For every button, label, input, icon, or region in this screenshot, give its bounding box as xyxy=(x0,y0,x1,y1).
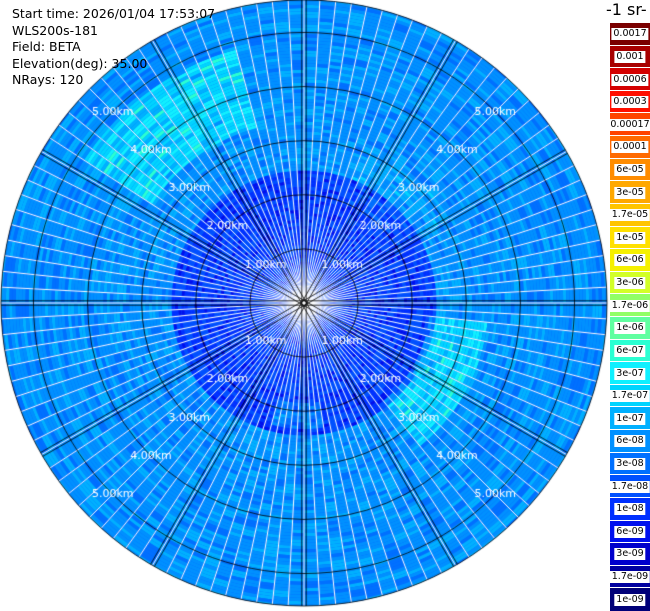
scan-info: Start time: 2026/01/04 17:53:07 WLS200s-… xyxy=(12,6,215,89)
colorbar-segment: 3e-07 xyxy=(610,361,650,385)
colorbar-segment: 6e-05 xyxy=(610,157,650,182)
colorbar-tick-label: 6e-07 xyxy=(614,344,646,357)
colorbar-segment: 1e-08 xyxy=(610,496,650,521)
colorbar-segment: 1e-09 xyxy=(610,587,650,611)
colorbar-tick-label: 1e-09 xyxy=(614,593,646,606)
colorbar-tick-label: 1.7e-05 xyxy=(609,209,650,222)
colorbar-tick-label: 1.7e-06 xyxy=(609,299,650,312)
colorbar-segment: 1e-05 xyxy=(610,225,650,250)
colorbar-tick-label: 0.0001 xyxy=(611,141,649,154)
colorbar-segment: 3e-08 xyxy=(610,451,650,476)
colorbar-segment: 6e-09 xyxy=(610,519,650,544)
ppi-plot xyxy=(0,0,610,610)
colorbar-segment: 0.0006 xyxy=(610,67,650,91)
colorbar-segment: 1.7e-06 xyxy=(609,293,650,317)
colorbar-tick-label: 1.7e-08 xyxy=(609,480,650,493)
colorbar-segment: 1.7e-08 xyxy=(609,474,650,498)
field-name: Field: BETA xyxy=(12,39,81,54)
elevation: Elevation(deg): 35.00 xyxy=(12,55,148,71)
colorbar-tick-label: 6e-08 xyxy=(614,435,646,448)
colorbar-tick-label: 3e-07 xyxy=(614,367,646,380)
colorbar-segment: 0.0003 xyxy=(610,89,650,114)
colorbar-segment: 0.0001 xyxy=(610,135,650,159)
colorbar-tick-label: 3e-09 xyxy=(614,548,646,561)
colorbar-segment: 0.00017 xyxy=(608,112,650,137)
colorbar-segment: 0.0017 xyxy=(610,22,650,46)
colorbar-tick-label: 0.0017 xyxy=(611,28,649,41)
colorbar-tick-label: 6e-06 xyxy=(614,254,646,267)
colorbar-segment: 6e-06 xyxy=(610,248,650,272)
colorbar-tick-label: 3e-08 xyxy=(614,457,646,470)
colorbar-segment: 3e-09 xyxy=(610,542,650,566)
colorbar-tick-label: 1e-05 xyxy=(614,231,646,244)
instrument-name: WLS200s-181 xyxy=(12,22,98,38)
colorbar-segment: 1.7e-07 xyxy=(609,383,650,408)
colorbar-segment: 1e-07 xyxy=(610,406,650,431)
colorbar-tick-label: 0.001 xyxy=(614,50,646,63)
colorbar-tick-label: 3e-06 xyxy=(614,277,646,290)
start-time: Start time: 2026/01/04 17:53:07 xyxy=(12,6,216,21)
colorbar-tick-label: 3e-05 xyxy=(614,186,646,199)
colorbar-tick-label: 0.0006 xyxy=(611,73,649,86)
nrays: NRays: 120 xyxy=(12,72,84,87)
colorbar-tick-label: 1e-08 xyxy=(614,503,646,516)
colorbar-tick-label: 0.00017 xyxy=(608,118,650,131)
colorbar-segment: 3e-06 xyxy=(610,270,650,295)
colorbar-tick-label: 6e-09 xyxy=(614,525,646,538)
colorbar-tick-label: 0.0003 xyxy=(611,96,649,109)
colorbar-segment: 1.7e-05 xyxy=(609,202,650,227)
colorbar-tick-label: 1.7e-07 xyxy=(609,390,650,403)
colorbar-segment: 6e-07 xyxy=(610,338,650,363)
colorbar-segment: 6e-08 xyxy=(610,429,650,453)
colorbar-tick-label: 1.7e-09 xyxy=(609,571,650,584)
colorbar-segment: 3e-05 xyxy=(610,180,650,204)
colorbar: 0.0017 0.001 0.0006 0.0003 0.00017 0.0001 6e-0… xyxy=(608,22,650,611)
colorbar-tick-label: 1e-07 xyxy=(614,412,646,425)
colorbar-tick-label: 6e-05 xyxy=(614,163,646,176)
colorbar-tick-label: 1e-06 xyxy=(614,322,646,335)
colorbar-segment: 0.001 xyxy=(610,44,650,69)
colorbar-title: -1 sr- xyxy=(606,0,647,19)
colorbar-segment: 1e-06 xyxy=(610,316,650,340)
colorbar-segment: 1.7e-09 xyxy=(609,564,650,589)
